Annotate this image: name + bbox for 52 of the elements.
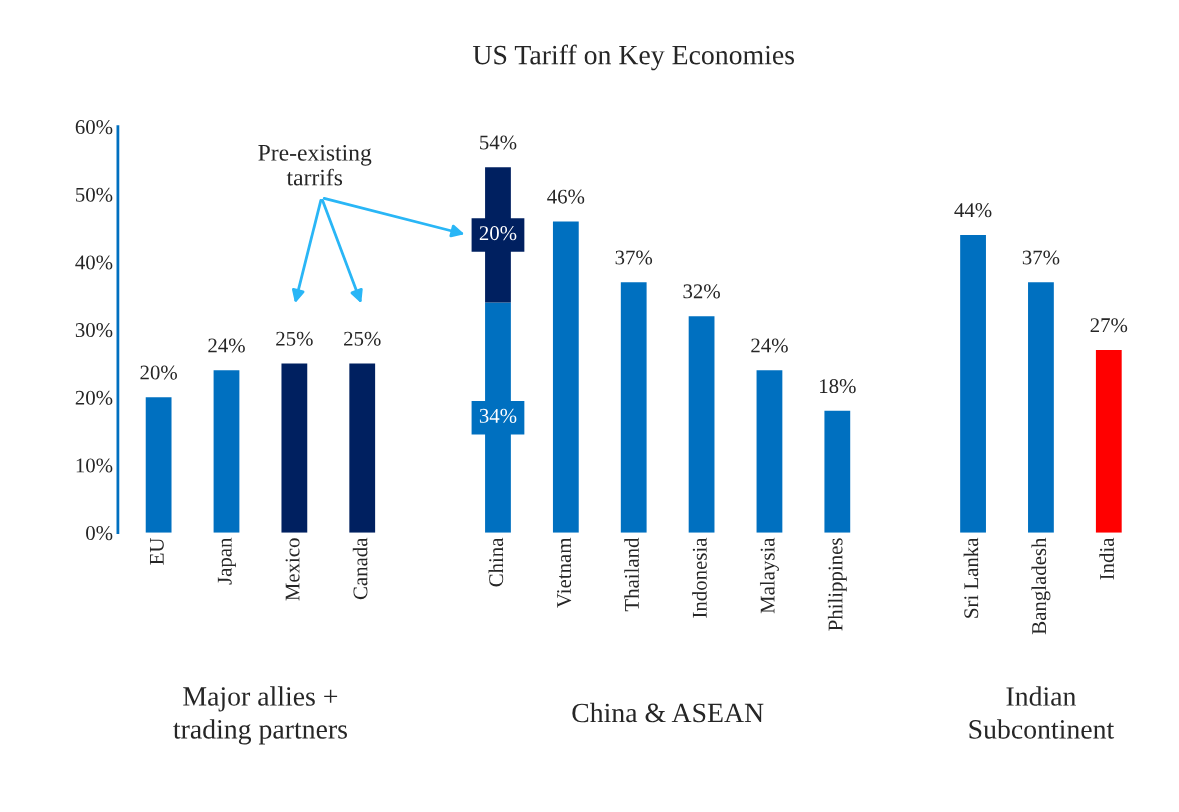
data-label: 37% — [615, 250, 653, 265]
bar — [213, 370, 240, 533]
x-tick-label: India — [1099, 537, 1115, 580]
data-label: 18% — [820, 379, 856, 394]
bar — [824, 410, 851, 533]
y-tick-label: 50% — [76, 187, 113, 202]
data-label: 37% — [1022, 250, 1060, 265]
x-tick-label: EU — [149, 537, 164, 565]
x-tick-label: Japan — [217, 537, 236, 585]
data-label: 34% — [479, 408, 517, 423]
bar — [620, 282, 647, 533]
x-tick-label: Malaysia — [759, 537, 779, 614]
y-tick-label: 40% — [75, 255, 113, 270]
total-label: 54% — [480, 135, 517, 150]
bar — [145, 397, 172, 533]
bar — [688, 316, 715, 533]
x-tick-label: Indonesia — [692, 537, 707, 618]
x-tick-label: Canada — [352, 537, 368, 600]
x-tick-label: Mexico — [285, 538, 300, 601]
y-tick-label: 30% — [75, 323, 113, 338]
x-tick-label: Philippines — [827, 538, 847, 631]
x-tick-label: Bangladesh — [1031, 537, 1051, 635]
text: China & ASEAN — [572, 702, 764, 723]
data-label: 24% — [751, 338, 788, 353]
data-label: 25% — [276, 331, 313, 346]
text: Major allies + trading partners — [173, 686, 347, 745]
data-label: 20% — [479, 226, 517, 241]
bar — [281, 363, 308, 533]
y-tick-label: 10% — [76, 458, 113, 473]
data-label: 32% — [683, 284, 720, 299]
data-label: 44% — [954, 203, 992, 218]
data-label: 25% — [344, 331, 381, 346]
bar — [552, 221, 579, 533]
bar — [960, 234, 986, 533]
x-tick-label: Sri Lanka — [963, 537, 979, 618]
bar — [349, 363, 376, 533]
data-label: 46% — [547, 189, 585, 204]
data-label: 24% — [208, 338, 245, 353]
text: Indian Subcontinent — [969, 686, 1115, 739]
x-tick-label: Vietnam — [557, 537, 572, 608]
x-tick-label: Thailand — [624, 537, 639, 612]
bar — [1095, 349, 1122, 533]
data-label: 20% — [140, 365, 178, 380]
bar — [756, 370, 783, 533]
y-tick-label: 0% — [86, 526, 113, 541]
y-tick-label: 20% — [75, 390, 113, 405]
chart-title: US Tariff on Key Economies — [472, 44, 795, 71]
y-tick-label: 60% — [75, 120, 113, 135]
data-label: 27% — [1090, 318, 1128, 333]
x-tick-label: China — [488, 537, 504, 587]
bar — [1028, 282, 1054, 533]
annotation: Pre-existing tarrifs — [258, 144, 372, 186]
